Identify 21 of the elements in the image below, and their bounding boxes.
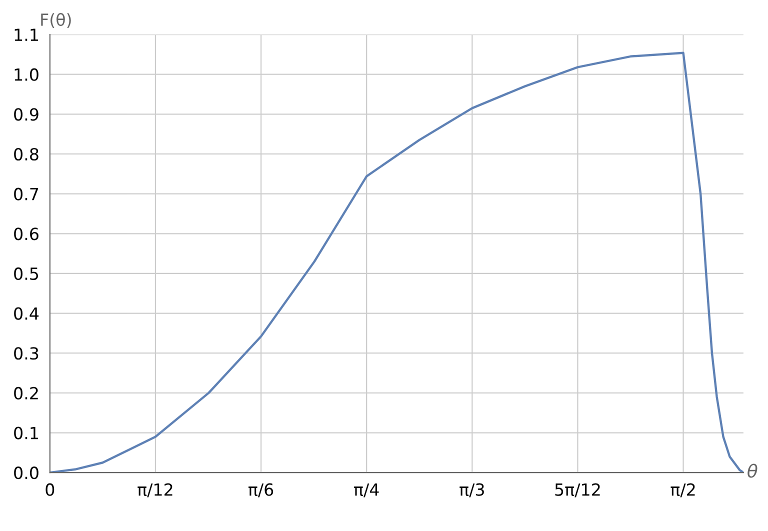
x-axis-title: θ <box>748 464 758 478</box>
y-tick-label: 0.7 <box>14 188 38 200</box>
x-tick-label: 0 <box>46 483 54 496</box>
x-tick-label: π/12 <box>138 483 172 498</box>
y-tick-label: 0.5 <box>14 267 38 280</box>
y-tick-label: 1.0 <box>14 68 38 81</box>
y-tick-label: 0.0 <box>14 466 38 480</box>
y-tick-label: 0.1 <box>14 426 38 440</box>
y-tick-label: 0.9 <box>14 108 38 121</box>
x-tick-label: π/6 <box>248 483 274 498</box>
y-tick-label: 0.6 <box>14 228 38 240</box>
x-tick-label: 5π/12 <box>555 483 600 498</box>
x-tick-label: π/4 <box>354 484 379 498</box>
y-tick-label: 1.1 <box>14 28 38 41</box>
y-tick-label: 0.3 <box>14 347 38 360</box>
y-tick-label: 0.4 <box>14 307 39 320</box>
x-tick-label: π/2 <box>670 483 695 498</box>
x-tick-label: π/3 <box>460 483 484 498</box>
y-axis-title: F(θ) <box>41 13 71 28</box>
y-tick-label: 0.8 <box>14 148 38 161</box>
y-tick-label: 0.2 <box>14 386 38 400</box>
